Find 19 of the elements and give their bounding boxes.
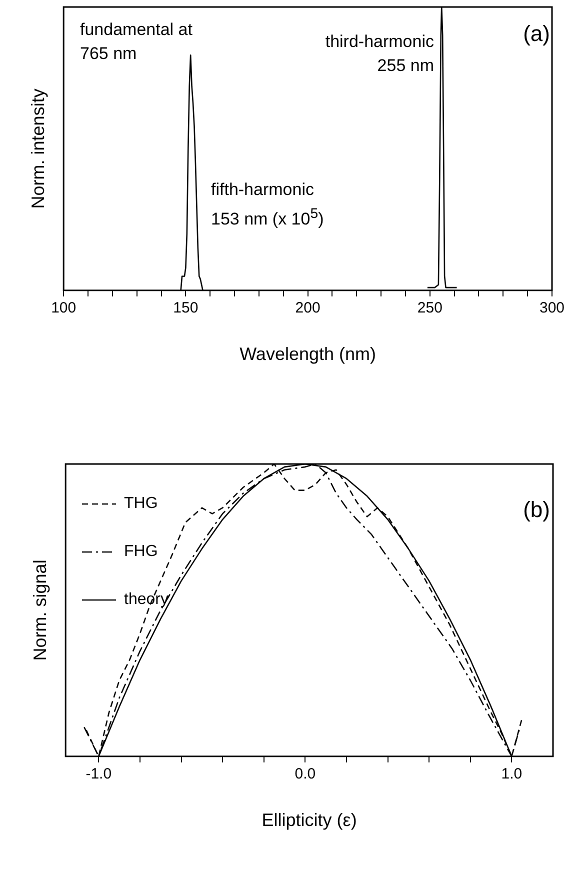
y-axis-title: Norm. intensity — [28, 88, 48, 209]
x-tick-label: 150 — [173, 300, 198, 317]
annotation: third-harmonic 255 nm — [324, 31, 434, 77]
annotation: fundamental at 765 nm — [80, 19, 194, 65]
x-tick-label: 300 — [539, 300, 565, 317]
x-tick-label: 1.0 — [501, 766, 522, 783]
annotation: fifth-harmonic 153 nm (x 10$^{5}$) — [211, 179, 325, 231]
x-tick-label: 200 — [295, 300, 320, 317]
x-tick-label: 0.0 — [294, 766, 316, 783]
annotation: (a) — [522, 21, 550, 46]
x-axis-title: Ellipticity (ε) — [262, 810, 357, 830]
annotation: (b) — [522, 497, 550, 522]
x-axis-title: Wavelength (nm) — [240, 344, 376, 364]
x-tick-label: 250 — [417, 300, 442, 317]
x-tick-label: -1.0 — [86, 766, 112, 783]
legend-label: FHG — [124, 543, 158, 561]
y-axis-title: Norm. signal — [30, 560, 50, 661]
legend-label: THG — [124, 495, 158, 513]
x-tick-label: 100 — [51, 300, 76, 317]
